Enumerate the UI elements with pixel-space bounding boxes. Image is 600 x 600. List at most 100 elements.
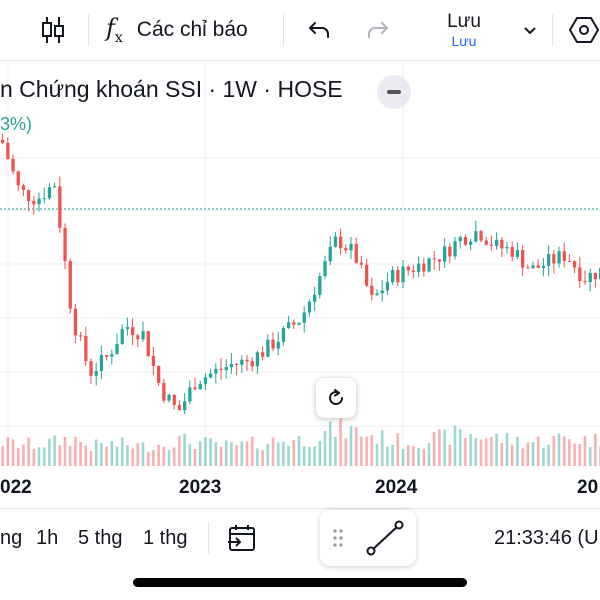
- drag-handle-icon[interactable]: [332, 528, 344, 553]
- interval-button[interactable]: 1 thg: [143, 526, 188, 549]
- undo-icon[interactable]: [303, 0, 335, 60]
- volume-bar: [500, 443, 504, 466]
- candle-body: [146, 331, 150, 357]
- volume-bar: [588, 447, 592, 466]
- volume-bar: [271, 437, 275, 466]
- volume-bar: [27, 437, 30, 466]
- candle-body: [105, 354, 109, 357]
- candle-body: [385, 282, 390, 291]
- candle-body: [318, 276, 322, 295]
- candle-body: [474, 231, 478, 242]
- drawing-tools-panel: [320, 510, 416, 566]
- candle-body: [417, 263, 421, 272]
- volume-bar: [458, 429, 462, 466]
- volume-bar: [474, 438, 478, 466]
- candle-body: [443, 246, 447, 262]
- volume-bar: [115, 446, 119, 466]
- volume-bar: [224, 440, 228, 466]
- volume-bar: [557, 433, 561, 466]
- volume-bar: [79, 442, 82, 466]
- candle-body: [469, 241, 473, 245]
- volume-bar: [1, 446, 4, 466]
- collapse-legend-button[interactable]: [377, 75, 411, 109]
- volume-bar: [240, 441, 244, 466]
- reset-chart-button[interactable]: [316, 378, 356, 418]
- volume-bar: [542, 447, 545, 466]
- volume-bar: [334, 436, 337, 466]
- clock-time[interactable]: 21:33:46 (U: [494, 526, 599, 549]
- indicators-button[interactable]: fx Các chỉ báo: [106, 0, 248, 60]
- settings-hex-icon[interactable]: [568, 0, 600, 60]
- candle-body: [21, 185, 26, 191]
- candle-body: [484, 240, 488, 245]
- volume-bar: [188, 443, 192, 466]
- volume-bar: [323, 430, 327, 466]
- candle-body: [281, 328, 286, 342]
- volume-bar: [360, 436, 363, 466]
- candle-body: [53, 186, 57, 188]
- candle-body: [437, 259, 442, 262]
- candle-body: [500, 239, 504, 249]
- interval-button[interactable]: 1h: [36, 526, 59, 549]
- candle-icon[interactable]: [36, 0, 70, 60]
- volume-bar: [48, 438, 51, 466]
- volume-bar: [100, 443, 103, 466]
- candle-body: [235, 363, 239, 365]
- candle-body: [172, 394, 176, 405]
- save-sublabel: Lưu: [451, 33, 477, 49]
- volume-bar: [427, 443, 431, 466]
- x-axis-label: 2023: [179, 477, 222, 498]
- redo-icon[interactable]: [362, 0, 394, 60]
- candle-body: [141, 331, 145, 340]
- volume-bar: [328, 421, 332, 466]
- chart-area[interactable]: [0, 61, 600, 506]
- volume-bar: [266, 443, 270, 466]
- volume-bar: [490, 437, 493, 466]
- price-chart[interactable]: [0, 61, 600, 506]
- volume-bar: [58, 445, 62, 466]
- save-button[interactable]: Lưu Lưu: [434, 0, 494, 60]
- volume-bar: [302, 446, 306, 466]
- trend-line-icon[interactable]: [366, 520, 404, 561]
- volume-bar: [469, 434, 472, 466]
- volume-bar: [552, 436, 556, 466]
- candle-body: [375, 293, 379, 295]
- volume-bar: [510, 444, 514, 466]
- candle-body: [396, 270, 400, 283]
- volume-bar: [438, 429, 441, 466]
- candle-body: [229, 363, 234, 368]
- candle-body: [188, 387, 192, 402]
- candle-body: [162, 382, 166, 401]
- interval-button[interactable]: 5 thg: [78, 526, 123, 549]
- candle-body: [380, 290, 384, 294]
- volume-bar: [422, 448, 426, 466]
- toolbar-separator: [88, 14, 89, 46]
- x-axis-label: 20: [577, 477, 599, 498]
- chevron-down-icon[interactable]: [518, 0, 542, 60]
- top-toolbar: fx Các chỉ báo Lưu Lưu: [0, 0, 600, 61]
- function-icon: fx: [106, 14, 123, 46]
- volume-bar: [11, 439, 15, 466]
- candle-body: [177, 404, 182, 411]
- volume-bar: [152, 450, 155, 466]
- candle-body: [183, 401, 187, 411]
- volume-bar: [417, 447, 420, 466]
- candle-body: [136, 335, 140, 340]
- volume-bar: [219, 446, 223, 466]
- volume-bar: [354, 427, 358, 466]
- volume-bar: [146, 452, 150, 466]
- volume-bar: [214, 442, 218, 466]
- volume-bar: [256, 448, 259, 466]
- interval-button[interactable]: ng: [0, 526, 23, 549]
- candle-body: [63, 227, 67, 262]
- minus-icon: [387, 90, 401, 94]
- candle-body: [406, 266, 410, 271]
- indicators-label: Các chỉ báo: [136, 18, 248, 41]
- candle-body: [552, 254, 556, 264]
- date-range-icon[interactable]: [226, 509, 258, 567]
- volume-bar: [453, 425, 457, 466]
- volume-bar: [110, 440, 114, 466]
- candle-body: [557, 251, 561, 264]
- candle-body: [276, 341, 280, 349]
- candle-body: [365, 264, 369, 286]
